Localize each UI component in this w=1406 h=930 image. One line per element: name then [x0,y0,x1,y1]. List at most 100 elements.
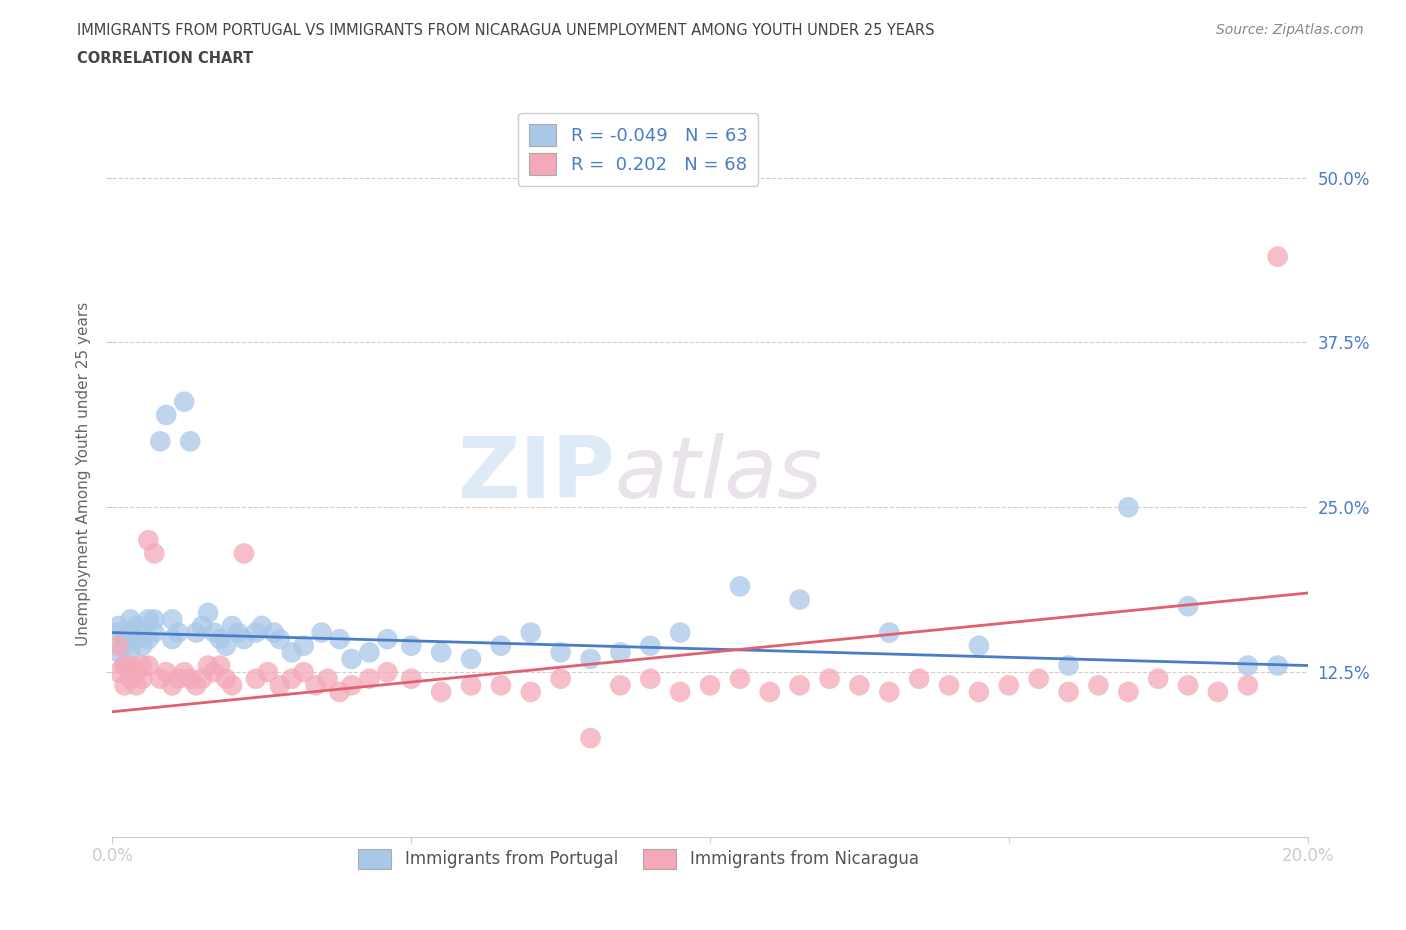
Point [245,625,267,640]
Point [114,678,135,693]
Point [640,671,662,686]
Point [191,671,214,686]
Point [131,625,153,640]
Point [120,644,142,659]
Point [1118,499,1140,514]
Point [430,644,453,659]
Point [879,684,901,699]
Point [1028,671,1050,686]
Point [818,671,841,686]
Point [359,644,381,659]
Point [215,638,238,653]
Point [131,638,153,653]
Point [1057,684,1080,699]
Point [138,612,160,627]
Point [340,652,363,667]
Point [489,678,512,693]
Point [1206,684,1229,699]
Point [1147,671,1170,686]
Point [191,618,214,633]
Point [401,671,423,686]
Point [125,678,148,693]
Point [138,658,160,673]
Point [281,671,304,686]
Text: Source: ZipAtlas.com: Source: ZipAtlas.com [1216,23,1364,37]
Point [269,678,291,693]
Point [669,684,692,699]
Text: IMMIGRANTS FROM PORTUGAL VS IMMIGRANTS FROM NICARAGUA UNEMPLOYMENT AMONG YOUTH U: IMMIGRANTS FROM PORTUGAL VS IMMIGRANTS F… [77,23,935,38]
Point [226,625,249,640]
Point [789,678,811,693]
Point [202,665,225,680]
Point [269,631,291,646]
Point [107,618,129,633]
Point [221,678,243,693]
Point [292,665,315,680]
Point [167,671,190,686]
Point [669,625,692,640]
Point [377,665,399,680]
Point [149,434,172,449]
Point [143,546,166,561]
Point [114,658,135,673]
Point [131,671,153,686]
Point [125,618,148,633]
Point [197,605,219,620]
Point [550,644,572,659]
Point [162,612,183,627]
Point [1267,658,1289,673]
Point [173,665,195,680]
Point [149,671,172,686]
Point [107,665,129,680]
Point [879,625,901,640]
Point [125,665,148,680]
Point [107,638,129,653]
Point [221,618,243,633]
Point [401,638,423,653]
Point [107,625,129,640]
Point [138,631,160,646]
Y-axis label: Unemployment Among Youth under 25 years: Unemployment Among Youth under 25 years [76,302,91,646]
Point [233,546,256,561]
Point [209,631,232,646]
Point [1087,678,1109,693]
Point [967,638,990,653]
Point [162,631,183,646]
Point [579,731,602,746]
Point [311,625,333,640]
Point [520,684,543,699]
Point [197,658,219,673]
Point [1237,678,1260,693]
Point [329,684,352,699]
Text: CORRELATION CHART: CORRELATION CHART [77,51,253,66]
Point [908,671,931,686]
Point [143,625,166,640]
Point [609,678,631,693]
Point [179,671,201,686]
Point [1237,658,1260,673]
Point [305,678,328,693]
Point [728,671,751,686]
Point [340,678,363,693]
Point [114,658,135,673]
Point [202,625,225,640]
Point [209,658,232,673]
Point [430,684,453,699]
Point [107,644,129,659]
Point [186,625,208,640]
Point [316,671,339,686]
Point [120,658,142,673]
Point [233,631,256,646]
Point [1118,684,1140,699]
Point [640,638,662,653]
Point [186,678,208,693]
Point [329,631,352,646]
Point [489,638,512,653]
Point [967,684,990,699]
Point [179,434,201,449]
Point [609,644,631,659]
Point [699,678,721,693]
Point [1177,678,1199,693]
Point [120,625,142,640]
Point [938,678,960,693]
